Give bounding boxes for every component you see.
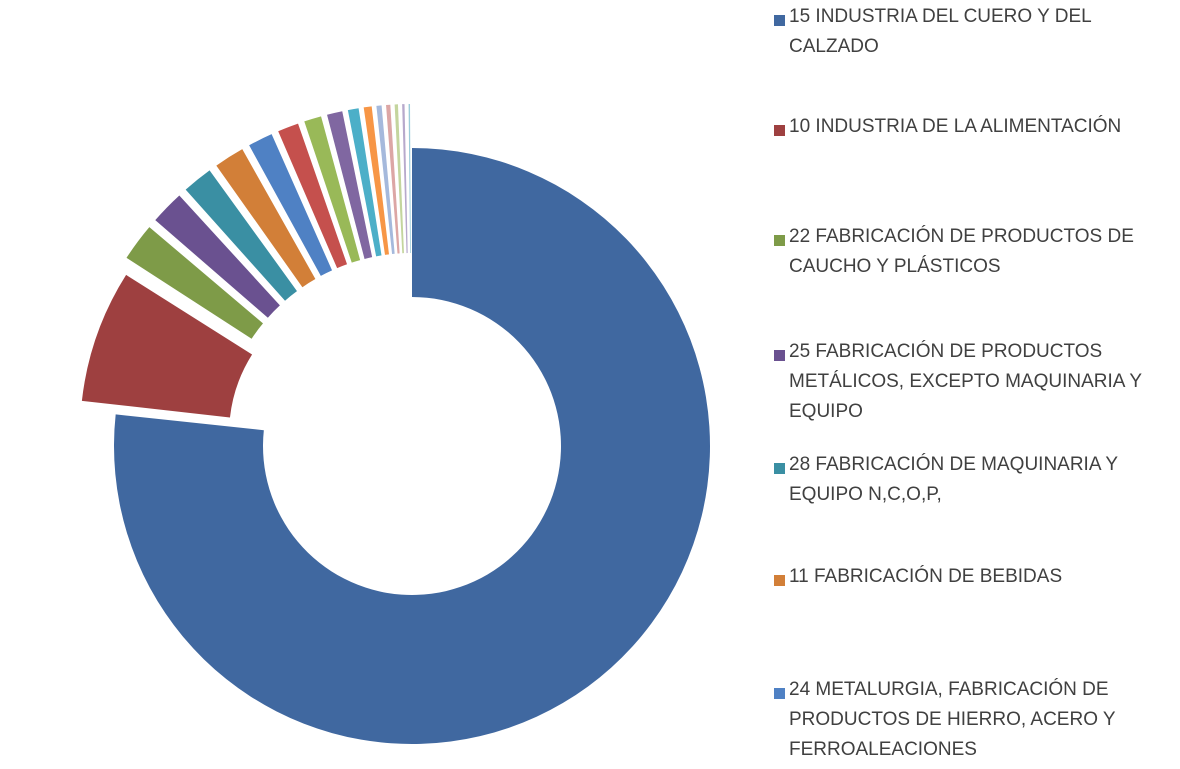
legend-label: 15 INDUSTRIA DEL CUERO Y DEL CALZADO	[789, 6, 1091, 57]
donut-slice-9	[304, 116, 361, 263]
donut-slice-4	[155, 195, 280, 318]
legend-swatch	[774, 688, 785, 699]
donut-slice-13	[376, 105, 395, 255]
legend-item: 25 FABRICACIÓN DE PRODUCTOS METÁLICOS, E…	[774, 341, 1180, 427]
legend-item: 10 INDUSTRIA DE LA ALIMENTACIÓN	[774, 116, 1180, 142]
donut-slice-11	[347, 108, 382, 257]
legend-item: 15 INDUSTRIA DEL CUERO Y DEL CALZADO	[774, 6, 1180, 62]
donut-slice-1	[113, 148, 710, 744]
legend-label: 22 FABRICACIÓN DE PRODUCTOS DE CAUCHO Y …	[789, 226, 1134, 277]
legend-label: 24 METALURGIA, FABRICACIÓN DE PRODUCTOS …	[789, 679, 1116, 760]
legend-swatch	[774, 350, 785, 361]
donut-slice-2	[81, 274, 253, 418]
legend-swatch	[774, 235, 785, 246]
legend-swatch	[774, 463, 785, 474]
donut-slice-12	[363, 106, 389, 255]
donut-slice-8	[278, 123, 348, 269]
donut-slice-7	[249, 134, 333, 276]
legend-label: 25 FABRICACIÓN DE PRODUCTOS METÁLICOS, E…	[789, 341, 1142, 422]
donut-slice-3	[126, 227, 264, 339]
legend-label: 10 INDUSTRIA DE LA ALIMENTACIÓN	[789, 116, 1122, 137]
legend-swatch	[774, 125, 785, 136]
donut-chart	[81, 104, 710, 744]
donut-slice-6	[216, 149, 316, 288]
donut-slice-17	[408, 104, 411, 254]
legend-label: 28 FABRICACIÓN DE MAQUINARIA Y EQUIPO N,…	[789, 454, 1118, 505]
donut-slice-5	[185, 170, 297, 301]
donut-slice-14	[386, 104, 400, 254]
donut-slice-16	[402, 104, 408, 254]
donut-slice-10	[327, 111, 373, 259]
legend-item: 28 FABRICACIÓN DE MAQUINARIA Y EQUIPO N,…	[774, 454, 1180, 510]
donut-slice-15	[394, 104, 404, 254]
legend-label: 11 FABRICACIÓN DE BEBIDAS	[789, 566, 1063, 587]
legend-swatch	[774, 15, 785, 26]
legend-swatch	[774, 575, 785, 586]
legend-item: 22 FABRICACIÓN DE PRODUCTOS DE CAUCHO Y …	[774, 226, 1180, 282]
legend-item: 24 METALURGIA, FABRICACIÓN DE PRODUCTOS …	[774, 679, 1180, 765]
legend-item: 11 FABRICACIÓN DE BEBIDAS	[774, 566, 1180, 592]
